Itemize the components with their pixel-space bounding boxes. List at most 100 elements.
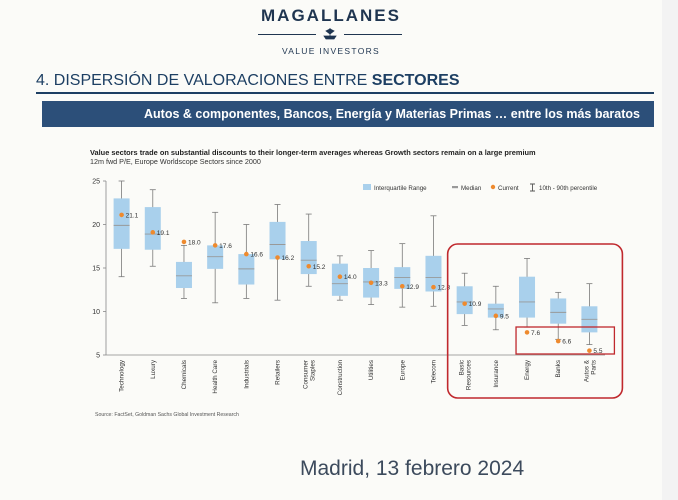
current-value-label: 21.1 [126, 212, 139, 219]
category-label: Chemicals [181, 360, 188, 389]
legend-current-label: Current [498, 185, 519, 192]
category-label-line: Energy [524, 359, 531, 380]
legend-median-swatch [452, 186, 458, 189]
category-label: Autos &Parts [583, 359, 597, 382]
current-value-label: 12.8 [437, 285, 450, 292]
current-value-label: 19.1 [157, 230, 170, 237]
current-point [306, 263, 312, 269]
current-point [462, 301, 467, 306]
current-point [431, 284, 436, 290]
legend-current-swatch [490, 184, 496, 190]
category-label: Luxury [150, 359, 157, 379]
current-point [150, 230, 156, 235]
category-label-line: Retailers [275, 360, 282, 385]
section-title: 4. DISPERSIÓN DE VALORACIONES ENTRE SECT… [36, 72, 460, 90]
category-label-line: Resources [466, 360, 473, 390]
category-label-line: Health Care [212, 360, 219, 394]
chart-source: Source: FactSet, Goldman Sachs Global In… [95, 412, 239, 418]
iqr-box [300, 241, 317, 275]
category-label-line: Construction [337, 360, 344, 396]
category-label-line: Consumer [303, 360, 310, 389]
headline-banner: Autos & componentes, Bancos, Energía y M… [42, 101, 654, 127]
current-value-label: 14.0 [344, 274, 357, 281]
brand-rule-left [258, 34, 316, 35]
category-label-line: Staples [310, 360, 317, 381]
slide: MAGALLANES VALUE INVESTORS 4. DISPERSIÓN… [36, 6, 654, 480]
category-label: Banks [555, 360, 562, 378]
cheapest-current-highlight-frame [515, 326, 616, 355]
chart-panel: Value sectors trade on substantial disco… [60, 140, 650, 430]
chart-title: Value sectors trade on substantial disco… [90, 148, 536, 157]
category-label: BasicResources [459, 360, 473, 390]
current-point [119, 212, 124, 218]
y-tick-label: 25 [92, 179, 100, 186]
y-tick-label: 15 [92, 266, 100, 273]
category-label-line: Utilities [368, 360, 375, 380]
section-title-rule [36, 92, 654, 94]
current-value-label: 16.2 [282, 255, 295, 262]
footer-date: Madrid, 13 febrero 2024 [300, 457, 525, 480]
category-label-line: Telecom [430, 360, 437, 383]
category-label: Utilities [368, 360, 375, 380]
category-label: Europe [399, 360, 406, 381]
current-value-label: 18.0 [188, 239, 201, 246]
current-value-label: 16.6 [250, 252, 263, 259]
current-value-label: 13.3 [375, 280, 388, 287]
legend-percentile-swatch [530, 183, 535, 192]
category-label-line: Insurance [493, 360, 500, 388]
category-label: Health Care [212, 360, 219, 394]
iqr-box [487, 303, 504, 318]
legend-iqr-swatch [363, 184, 371, 190]
current-value-label: 7.6 [531, 330, 540, 337]
y-tick-label: 10 [92, 309, 100, 316]
current-value-label: 10.9 [469, 301, 482, 308]
legend-percentile-label: 10th - 90th percentile [539, 185, 598, 192]
video-edge-strip [662, 0, 678, 500]
current-value-label: 12.9 [406, 284, 419, 291]
category-label-line: Chemicals [181, 360, 188, 389]
brand-tagline: VALUE INVESTORS [281, 46, 381, 56]
legend-median-label: Median [461, 185, 482, 192]
current-point [524, 330, 530, 335]
category-label-line: Europe [399, 360, 406, 381]
category-label-line: Autos & [583, 359, 590, 382]
iqr-box [550, 298, 567, 324]
current-value-label: 17.6 [219, 243, 232, 250]
iqr-box [175, 261, 192, 289]
box-plot-chart: 5 10 15 20 25 Interquartile Range Median Curren… [92, 179, 624, 399]
category-label: Technology [119, 359, 126, 392]
brand-name: MAGALLANES [261, 6, 401, 25]
y-tick-label: 5 [96, 353, 100, 360]
iqr-box [425, 255, 442, 292]
category-label: Retailers [275, 360, 282, 385]
iqr-box [519, 276, 536, 318]
category-label-line: Luxury [150, 359, 157, 379]
category-label: Insurance [493, 360, 500, 388]
legend-iqr-label: Interquartile Range [374, 185, 427, 192]
current-value-label: 6.6 [562, 339, 571, 346]
category-label: ConsumerStaples [303, 360, 317, 389]
current-point [555, 338, 561, 344]
current-point [587, 348, 592, 353]
section-title-emphasis: SECTORES [371, 72, 460, 89]
current-value-label: 9.5 [500, 313, 509, 320]
current-point [244, 251, 249, 257]
current-point [212, 243, 218, 248]
current-value-label: 15.2 [313, 264, 326, 271]
current-value-label: 5.5 [593, 348, 602, 355]
category-label-line: Industrials [243, 360, 250, 389]
category-label-line: Banks [555, 360, 562, 378]
category-label-line: Basic [459, 360, 466, 375]
category-label: Telecom [430, 360, 437, 383]
iqr-box [331, 263, 348, 296]
iqr-box [269, 221, 286, 260]
chart-subtitle: 12m fwd P/E, Europe Worldscope Sectors s… [90, 157, 261, 166]
brand-rule-right [344, 34, 402, 35]
iqr-box [113, 198, 130, 249]
section-title-text: 4. DISPERSIÓN DE VALORACIONES ENTRE [36, 72, 372, 89]
current-point [275, 255, 280, 260]
current-point [399, 283, 405, 289]
category-label: Industrials [243, 360, 250, 389]
value-sectors-highlight-frame [446, 243, 624, 399]
category-label-line: Parts [590, 360, 597, 375]
